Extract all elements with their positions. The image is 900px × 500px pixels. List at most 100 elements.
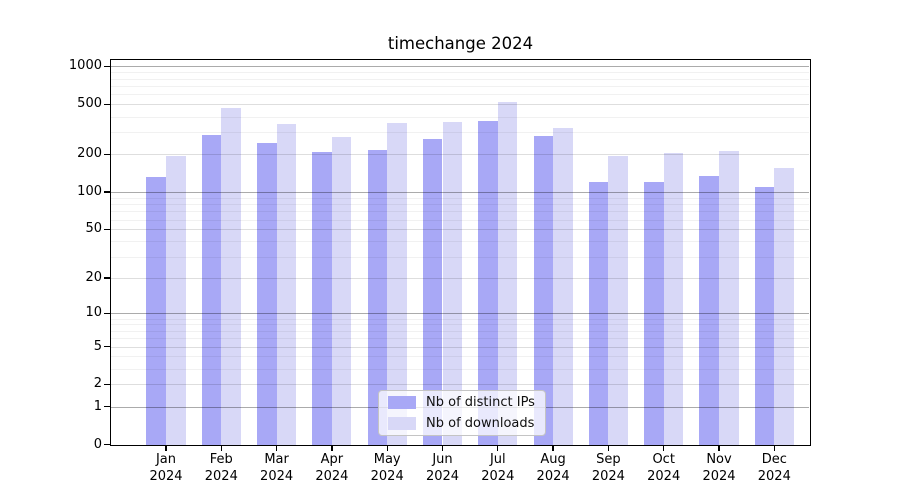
y-tick-200 bbox=[104, 153, 110, 155]
y-minor-gridline-8 bbox=[111, 324, 809, 326]
y-tick-10 bbox=[104, 312, 110, 314]
legend-item-distinct-ips: Nb of distinct IPs bbox=[388, 395, 536, 410]
legend-label-downloads: Nb of downloads bbox=[426, 416, 535, 431]
y-minor-gridline-40 bbox=[111, 241, 809, 243]
legend-item-downloads: Nb of downloads bbox=[388, 416, 536, 431]
bar-oct-nb-of-downloads bbox=[663, 153, 684, 446]
y-minor-gridline-700 bbox=[111, 85, 809, 87]
y-tick-5 bbox=[104, 345, 110, 348]
bar-feb-nb-of-downloads bbox=[221, 107, 241, 446]
x-tick-jun bbox=[441, 446, 444, 451]
bar-jan-nb-of-distinct-ips bbox=[146, 176, 166, 446]
x-tick-label-may: May 2024 bbox=[370, 452, 404, 484]
x-tick-label-mar: Mar 2024 bbox=[260, 452, 294, 484]
bar-mar-nb-of-downloads bbox=[276, 123, 297, 446]
bar-aug-nb-of-downloads bbox=[553, 128, 573, 446]
y-minor-gridline-80 bbox=[111, 204, 809, 205]
chart-title: timechange 2024 bbox=[387, 34, 534, 53]
x-tick-aug bbox=[552, 446, 554, 451]
x-tick-sep bbox=[607, 446, 610, 451]
bar-dec-nb-of-downloads bbox=[774, 167, 794, 446]
y-minor-gridline-60 bbox=[111, 219, 809, 221]
y-tick-label-10: 10 bbox=[85, 305, 102, 321]
y-minor-gridline-6 bbox=[111, 338, 809, 339]
y-tick-label-100: 100 bbox=[77, 184, 102, 199]
y-tick-0 bbox=[104, 443, 110, 446]
bar-may-nb-of-distinct-ips bbox=[367, 150, 388, 446]
y-minor-gridline-300 bbox=[111, 132, 809, 134]
y-tick-1 bbox=[104, 405, 110, 408]
legend-swatch-downloads bbox=[388, 417, 416, 430]
y-tick-50 bbox=[104, 228, 110, 230]
y-tick-1000 bbox=[104, 65, 110, 68]
legend-label-distinct-ips: Nb of distinct IPs bbox=[426, 395, 535, 410]
y-minor-gridline-900 bbox=[111, 72, 809, 74]
y-tick-label-50: 50 bbox=[85, 221, 102, 237]
y-tick-500 bbox=[104, 103, 110, 105]
bar-jan-nb-of-downloads bbox=[166, 155, 186, 446]
x-tick-label-jan: Jan 2024 bbox=[149, 452, 183, 484]
y-tick-2 bbox=[104, 383, 110, 386]
y-tick-label-2: 2 bbox=[93, 376, 102, 392]
bar-feb-nb-of-distinct-ips bbox=[201, 134, 222, 446]
y-gridline-2 bbox=[111, 384, 809, 386]
y-minor-gridline-7 bbox=[111, 330, 809, 332]
x-tick-oct bbox=[663, 446, 665, 451]
y-tick-100 bbox=[104, 191, 110, 193]
bar-apr-nb-of-downloads bbox=[331, 136, 352, 446]
bar-nov-nb-of-downloads bbox=[719, 151, 739, 446]
x-tick-label-feb: Feb 2024 bbox=[204, 452, 238, 484]
x-tick-label-sep: Sep 2024 bbox=[591, 452, 625, 484]
y-gridline-200 bbox=[111, 154, 809, 156]
bar-jun-nb-of-distinct-ips bbox=[422, 138, 443, 446]
y-gridline-10 bbox=[111, 313, 809, 315]
bar-oct-nb-of-distinct-ips bbox=[644, 182, 664, 446]
legend: Nb of distinct IPs Nb of downloads bbox=[378, 390, 546, 436]
y-tick-20 bbox=[104, 277, 110, 279]
y-minor-gridline-30 bbox=[111, 256, 809, 258]
y-minor-gridline-800 bbox=[111, 78, 809, 80]
y-minor-gridline-400 bbox=[111, 116, 809, 118]
y-minor-gridline-90 bbox=[111, 197, 809, 199]
x-tick-label-dec: Dec 2024 bbox=[757, 452, 791, 484]
y-tick-label-1000: 1000 bbox=[68, 58, 102, 74]
x-tick-dec bbox=[773, 446, 775, 451]
bar-sep-nb-of-downloads bbox=[608, 155, 628, 446]
y-gridline-100 bbox=[111, 192, 809, 193]
y-tick-label-5: 5 bbox=[93, 338, 102, 354]
bar-jul-nb-of-downloads bbox=[497, 101, 518, 446]
x-tick-feb bbox=[220, 446, 222, 451]
y-minor-gridline-4 bbox=[111, 356, 809, 358]
x-tick-jan bbox=[165, 446, 167, 451]
x-tick-label-oct: Oct 2024 bbox=[647, 452, 681, 484]
bar-apr-nb-of-distinct-ips bbox=[312, 152, 332, 446]
y-tick-label-1: 1 bbox=[93, 398, 102, 414]
x-tick-apr bbox=[331, 446, 333, 451]
y-gridline-20 bbox=[111, 277, 809, 279]
y-gridline-5 bbox=[111, 346, 809, 348]
y-minor-gridline-3 bbox=[111, 368, 809, 370]
bar-mar-nb-of-distinct-ips bbox=[257, 142, 277, 446]
y-tick-label-0: 0 bbox=[93, 436, 102, 452]
y-tick-label-20: 20 bbox=[85, 269, 102, 285]
x-tick-mar bbox=[275, 446, 278, 451]
x-tick-nov bbox=[718, 446, 720, 451]
x-tick-label-nov: Nov 2024 bbox=[702, 452, 736, 484]
x-tick-label-jun: Jun 2024 bbox=[425, 452, 460, 484]
y-gridline-50 bbox=[111, 229, 809, 231]
bar-jun-nb-of-downloads bbox=[442, 121, 463, 446]
bar-dec-nb-of-distinct-ips bbox=[754, 186, 775, 446]
x-tick-label-apr: Apr 2024 bbox=[315, 452, 349, 484]
y-tick-label-200: 200 bbox=[77, 146, 102, 162]
y-tick-label-500: 500 bbox=[77, 96, 102, 112]
y-minor-gridline-600 bbox=[111, 94, 809, 96]
x-tick-label-aug: Aug 2024 bbox=[536, 452, 570, 484]
bar-nov-nb-of-distinct-ips bbox=[699, 175, 719, 446]
bar-may-nb-of-downloads bbox=[387, 122, 407, 446]
bar-sep-nb-of-distinct-ips bbox=[588, 182, 609, 446]
legend-swatch-distinct-ips bbox=[388, 396, 416, 409]
y-gridline-500 bbox=[111, 104, 809, 106]
bar-jul-nb-of-distinct-ips bbox=[478, 120, 498, 446]
y-minor-gridline-70 bbox=[111, 211, 809, 213]
